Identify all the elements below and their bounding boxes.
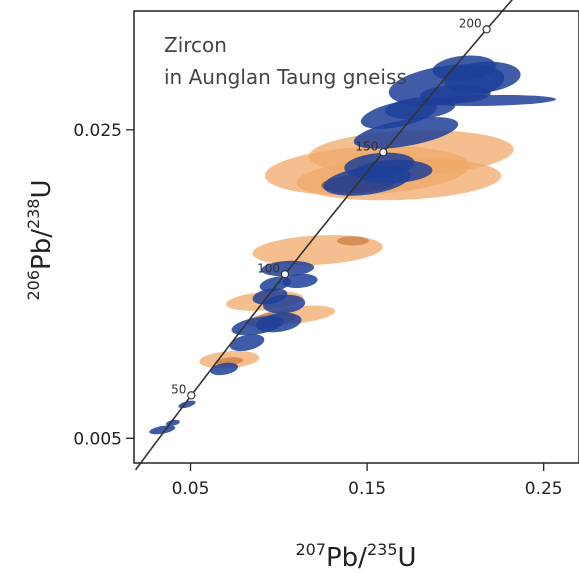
annotation-line-1: Zircon <box>164 33 227 57</box>
overlap-ellipse-2 <box>337 236 369 246</box>
overlap-ellipse-4 <box>215 357 244 366</box>
y-axis-base-1: Pb/ <box>27 229 57 270</box>
x-axis-base-2: U <box>398 543 417 573</box>
tick-layer: 0.05 0.15 0.25 0.005 0.025 <box>73 121 562 499</box>
x-axis-base-1: Pb/ <box>326 543 367 573</box>
age-label-150: 150 <box>355 139 378 153</box>
blue-ellipse-7 <box>256 312 302 333</box>
x-axis-sup-2: 235 <box>367 540 398 559</box>
x-tick-label-3: 0.25 <box>525 479 563 499</box>
y-axis-sup-2: 238 <box>24 198 43 229</box>
blue-ellipse-11 <box>282 273 318 289</box>
blue-ellipse-16 <box>353 117 459 149</box>
age-label-200: 200 <box>459 16 482 30</box>
blue-ellipse-23 <box>420 84 491 104</box>
y-axis-sup-1: 206 <box>24 270 43 301</box>
y-axis-base-2: U <box>27 179 57 198</box>
y-axis-title: 206Pb/238U <box>24 179 57 300</box>
x-tick-label-1: 0.05 <box>172 479 210 499</box>
blue-ellipse-1 <box>149 425 176 435</box>
age-marker-150 <box>379 148 388 157</box>
plot-frame <box>133 10 579 464</box>
x-axis-sup-1: 207 <box>295 540 326 559</box>
age-marker-50 <box>187 391 196 400</box>
concordia-layer: 50 100 150 200 <box>134 0 514 471</box>
y-tick-label-1: 0.005 <box>73 429 122 449</box>
annotation-line-2: in Aunglan Taung gneiss <box>164 65 407 89</box>
age-label-100: 100 <box>257 261 280 275</box>
ellipse-layer <box>149 55 557 435</box>
x-tick-label-2: 0.15 <box>348 479 386 499</box>
blue-ellipse-9 <box>262 294 306 314</box>
blue-ellipse-12 <box>261 260 315 277</box>
concordia-curve <box>134 0 514 471</box>
y-tick-label-2: 0.025 <box>73 121 122 141</box>
blue-ellipse-4 <box>210 362 239 376</box>
age-marker-100 <box>280 270 290 279</box>
x-axis-title: 207Pb/235U <box>295 540 416 573</box>
blue-ellipse-5 <box>229 334 265 352</box>
blue-ellipse-10 <box>259 276 291 292</box>
age-marker-200 <box>482 25 491 34</box>
blue-ellipse-15 <box>354 159 433 184</box>
age-label-50: 50 <box>171 382 186 396</box>
